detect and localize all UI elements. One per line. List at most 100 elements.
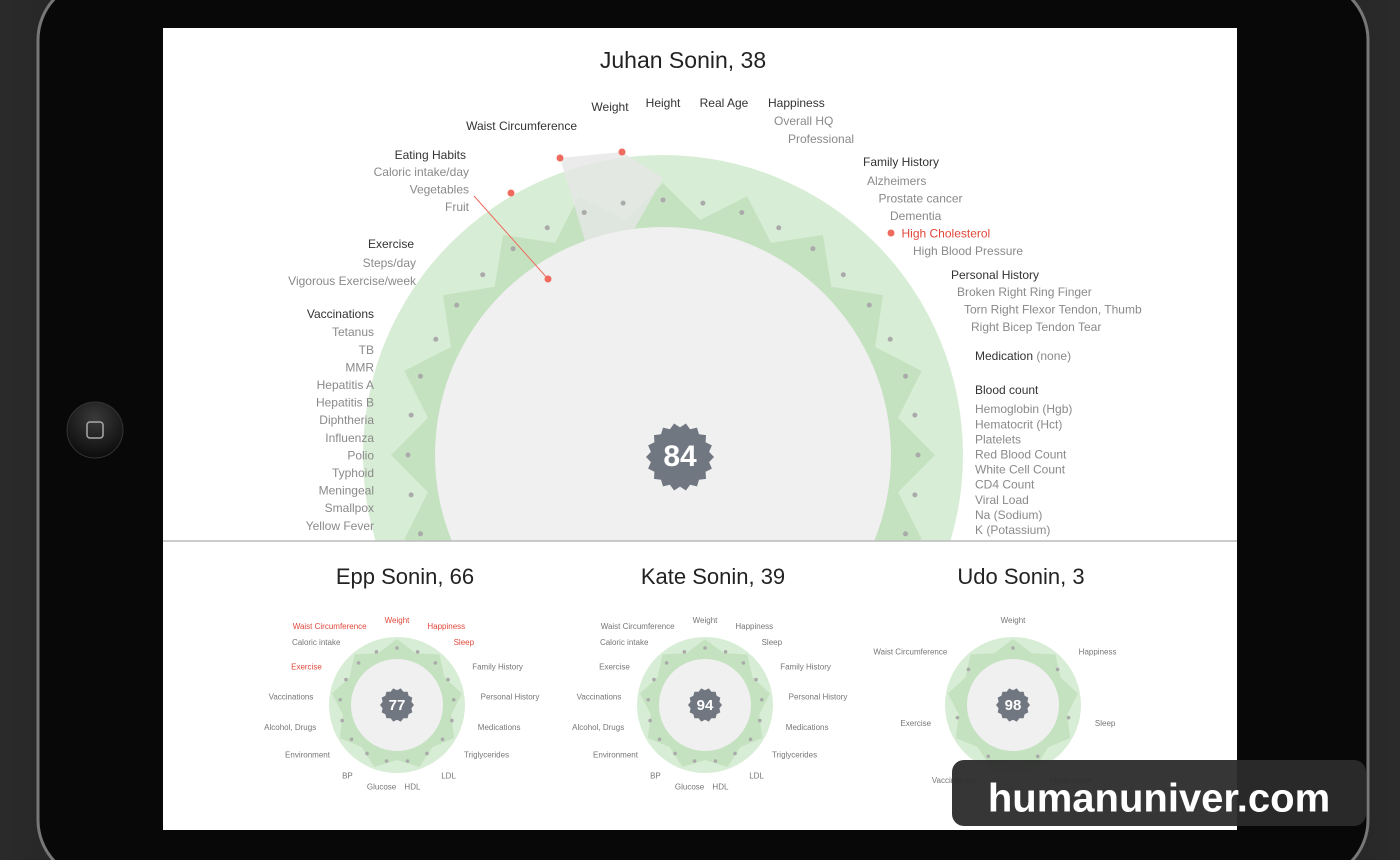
group-heading: Happiness bbox=[768, 96, 825, 110]
member-label: HDL bbox=[404, 783, 421, 792]
group-item: High Blood Pressure bbox=[913, 244, 1023, 258]
ring-dot bbox=[356, 661, 361, 665]
ring-dot bbox=[748, 737, 753, 742]
member-label: Happiness bbox=[1079, 648, 1117, 657]
group-heading: Exercise bbox=[368, 237, 414, 251]
ring-dot bbox=[682, 650, 687, 654]
home-button[interactable] bbox=[66, 401, 124, 459]
group-item: CD4 Count bbox=[975, 478, 1035, 492]
group-item: Alzheimers bbox=[867, 174, 926, 188]
group-item: Broken Right Ring Finger bbox=[957, 285, 1092, 299]
score-badge bbox=[646, 423, 714, 491]
ring-dot bbox=[866, 302, 872, 308]
score: 77 bbox=[389, 697, 406, 714]
ring-dot bbox=[450, 718, 454, 723]
alert-dot bbox=[618, 148, 626, 156]
ring-dot bbox=[776, 225, 782, 231]
metric-label: Waist Circumference bbox=[466, 119, 577, 133]
ring-dot bbox=[338, 697, 343, 702]
ring-dot bbox=[903, 373, 909, 379]
member-label: Environment bbox=[285, 751, 331, 760]
member-label: Vaccinations bbox=[577, 692, 622, 701]
member-label: HDL bbox=[712, 783, 729, 792]
ring-dot bbox=[646, 697, 651, 702]
member-label: Sleep bbox=[454, 638, 475, 647]
score: 84 bbox=[663, 440, 697, 473]
score-badge bbox=[996, 688, 1030, 722]
group-item: Torn Right Flexor Tendon, Thumb bbox=[964, 303, 1142, 317]
member-title: Kate Sonin, 39 bbox=[641, 564, 785, 589]
group-item: Prostate cancer bbox=[879, 192, 963, 206]
ring-dot bbox=[713, 759, 718, 763]
group-item: TB bbox=[359, 343, 374, 357]
ring-dot bbox=[365, 751, 369, 756]
ring-dot bbox=[1011, 646, 1015, 650]
spider-area bbox=[560, 152, 663, 290]
ring-dot bbox=[915, 452, 921, 458]
member-label: Waist Circumference bbox=[293, 622, 367, 631]
member-label: Sleep bbox=[762, 638, 783, 647]
ring-dot bbox=[510, 246, 516, 252]
score-badge bbox=[380, 688, 414, 722]
group-item: High Cholesterol bbox=[902, 227, 991, 241]
ring-dot bbox=[700, 200, 706, 206]
ring-dot bbox=[440, 737, 445, 742]
heading-text: Happiness bbox=[768, 96, 825, 110]
metric-label: Real Age bbox=[700, 96, 749, 110]
ring-dot bbox=[1035, 754, 1040, 759]
ring-dot bbox=[703, 646, 707, 650]
group-heading: Medication (none) bbox=[975, 349, 1071, 363]
ring-dot bbox=[664, 661, 669, 665]
ring-dot bbox=[810, 246, 816, 252]
ring-dot bbox=[840, 272, 846, 278]
member-title: Epp Sonin, 66 bbox=[336, 564, 474, 589]
member-label: Family History bbox=[780, 663, 831, 672]
heading-text: Vaccinations bbox=[307, 307, 374, 321]
group-item: Na (Sodium) bbox=[975, 508, 1042, 522]
ring-dot bbox=[657, 737, 662, 742]
group-heading: Personal History bbox=[951, 268, 1039, 282]
ring-dot bbox=[912, 492, 918, 498]
ring-dot bbox=[733, 751, 737, 756]
group-item: Polio bbox=[347, 448, 374, 462]
member-label: Exercise bbox=[291, 663, 322, 672]
ring-dot bbox=[652, 677, 656, 682]
group-item: Platelets bbox=[975, 432, 1021, 446]
ring-dot bbox=[986, 754, 991, 759]
group-item: Professional bbox=[788, 132, 854, 146]
ring-dot bbox=[581, 209, 587, 215]
score: 94 bbox=[697, 697, 714, 714]
heading-text: Exercise bbox=[368, 237, 414, 251]
member-label: Vaccinations bbox=[269, 692, 314, 701]
member-label: Caloric intake bbox=[600, 638, 649, 647]
ring-dot bbox=[408, 412, 414, 418]
group-item: Diphtheria bbox=[319, 413, 374, 427]
group-item: Influenza bbox=[325, 431, 374, 445]
group-item: Vegetables bbox=[410, 183, 469, 197]
ring-dot bbox=[446, 677, 450, 682]
group-item: Hematocrit (Hct) bbox=[975, 417, 1062, 431]
group-item: K (Potassium) bbox=[975, 523, 1050, 537]
group-item: Fruit bbox=[445, 200, 470, 214]
ring-dot bbox=[620, 200, 626, 206]
group-item: Hemoglobin (Hgb) bbox=[975, 402, 1072, 416]
alert-line bbox=[473, 195, 549, 280]
metric-label: Height bbox=[646, 96, 681, 110]
group-item: Overall HQ bbox=[774, 114, 833, 128]
member-label: Personal History bbox=[481, 692, 540, 701]
member-label: Alcohol, Drugs bbox=[264, 723, 316, 732]
group-item: Caloric intake/day bbox=[374, 165, 469, 179]
group-heading: Vaccinations bbox=[307, 307, 374, 321]
member-label: Exercise bbox=[599, 663, 630, 672]
ring-dot bbox=[739, 209, 745, 215]
ring-dot bbox=[417, 373, 423, 379]
member-label: LDL bbox=[441, 772, 456, 781]
heading-note: (none) bbox=[1036, 349, 1071, 363]
group-item: Typhoid bbox=[332, 466, 374, 480]
heading-text: Blood count bbox=[975, 383, 1039, 397]
group-heading: Blood count bbox=[975, 383, 1039, 397]
score-badge bbox=[688, 688, 722, 722]
heading-text: Personal History bbox=[951, 268, 1039, 282]
ring-dot bbox=[340, 718, 344, 723]
